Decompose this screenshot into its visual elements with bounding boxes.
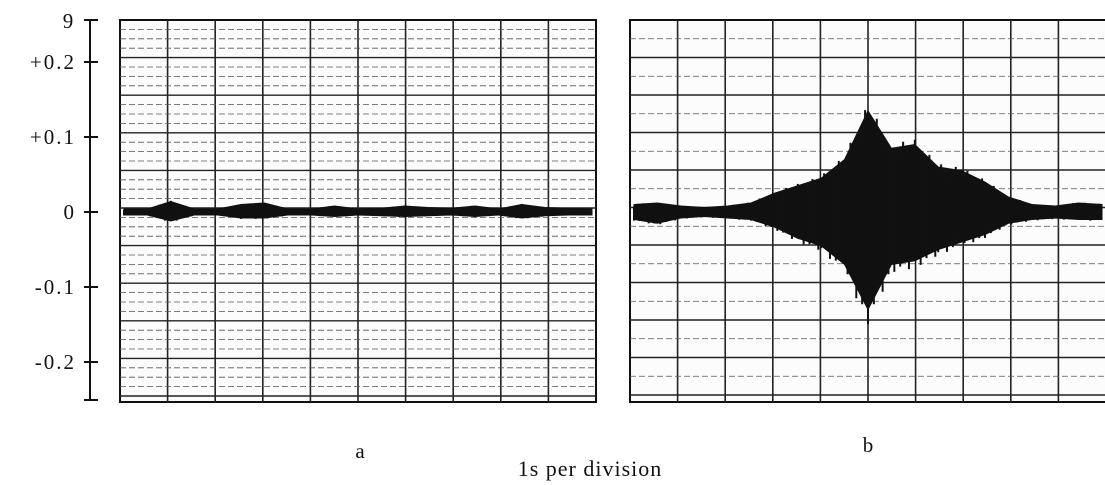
y-tick-label: +0.1 [30,125,76,149]
x-axis-label: 1s per division [518,456,663,481]
y-tick-label: 0 [64,200,77,224]
y-tick-label: +0.2 [30,50,76,74]
y-axis: 9 +0.2 +0.1 0 -0.1 -0.2 [30,9,98,401]
panel-b-label: b [863,433,874,457]
panel-a-label: a [355,439,365,463]
panel-a-spikes [123,200,591,221]
y-axis-ticks: +0.2 +0.1 0 -0.1 -0.2 [30,50,98,374]
panel-b: b [629,19,1105,457]
panel-b-spikes [633,110,1101,325]
y-tick-label: -0.1 [35,275,76,299]
y-axis-top-label: 9 [63,9,74,33]
y-tick-label: -0.2 [35,350,76,374]
panel-a: a [119,19,597,463]
